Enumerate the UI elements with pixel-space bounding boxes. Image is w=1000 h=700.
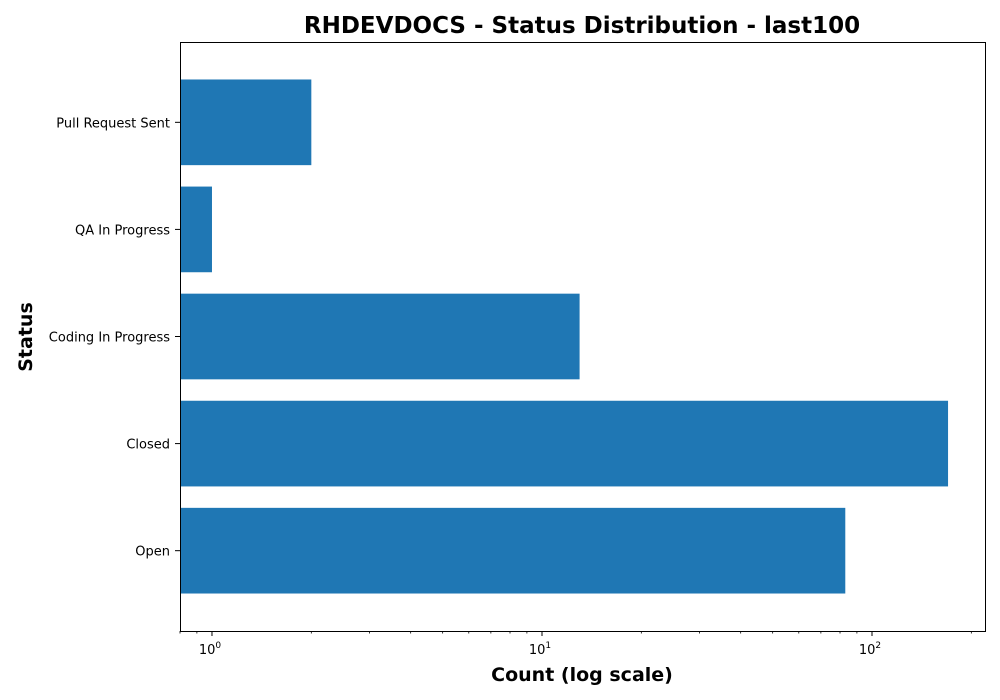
bar-closed <box>180 400 949 487</box>
x-ticks-group: 100 101 102 <box>179 631 972 658</box>
plot-frame <box>180 42 986 632</box>
bar-coding-in-progress <box>180 293 580 380</box>
x-tick-label: 101 <box>529 641 551 658</box>
y-tick-label: Pull Request Sent <box>56 116 170 131</box>
chart-title: RHDEVDOCS - Status Distribution - last10… <box>304 13 860 39</box>
x-tick-label: 100 <box>199 641 222 658</box>
bar-pull-request-sent <box>180 79 312 166</box>
x-tick-label: 102 <box>859 641 881 658</box>
x-axis-label: Count (log scale) <box>491 664 673 686</box>
y-tick-label: Coding In Progress <box>49 331 170 346</box>
bar-open <box>180 507 846 594</box>
y-ticks-group: Open Closed Coding In Progress QA In Progre… <box>49 116 180 560</box>
y-axis-label: Status <box>15 302 37 372</box>
bars-group <box>180 79 949 594</box>
bar-qa-in-progress <box>180 186 212 273</box>
y-tick-label: Open <box>135 545 170 560</box>
y-tick-label: Closed <box>126 438 170 453</box>
y-tick-label: QA In Progress <box>75 223 170 238</box>
